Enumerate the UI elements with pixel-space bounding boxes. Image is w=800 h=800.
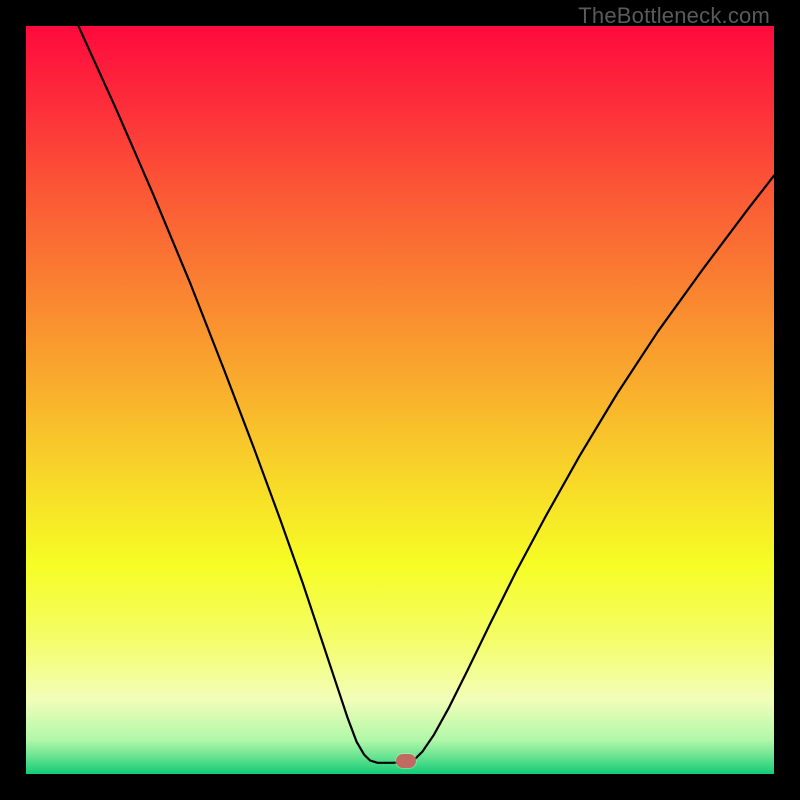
watermark-text: TheBottleneck.com (578, 3, 770, 29)
plot-area (26, 26, 774, 774)
optimal-point-marker (396, 754, 416, 768)
bottleneck-curve (26, 26, 774, 774)
